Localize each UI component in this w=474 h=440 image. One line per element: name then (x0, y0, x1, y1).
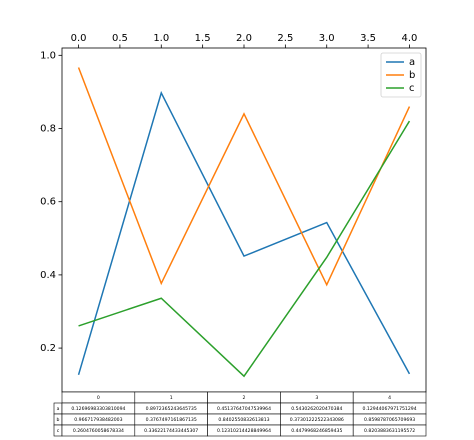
table-cell: 0.966717938482003 (74, 417, 122, 423)
y-tick-label: 0.2 (40, 343, 56, 354)
table-cell: 0.12944067971751294 (363, 406, 417, 412)
line-series (77, 67, 411, 287)
table-cell: 0.37301222522343086 (290, 417, 344, 423)
table-header: 1 (170, 395, 173, 401)
plot-frame (61, 47, 427, 393)
table-cell: 0.12696983303810094 (71, 406, 125, 412)
x-tick-label: 3.5 (360, 33, 376, 44)
table-header: 4 (388, 395, 391, 401)
table-cell: 0.8402550832613813 (218, 417, 269, 423)
table-cell: 0.12310214428849964 (217, 428, 271, 434)
table-header: 0 (97, 395, 100, 401)
line-series (78, 120, 411, 378)
table-cell: 0.45137647047539964 (217, 406, 271, 412)
y-tick-label: 1.0 (40, 50, 56, 61)
table-header: 2 (243, 395, 246, 401)
table-cell: 0.8203883631195572 (364, 428, 415, 434)
table-cell: 0.5430262020470384 (291, 406, 342, 412)
table-cell: 0.8972365243645735 (146, 406, 197, 412)
table-cell: 0.8598787065709693 (364, 417, 415, 423)
table-cell: 0.33622174433445307 (144, 428, 198, 434)
table-header: 3 (315, 395, 318, 401)
x-tick-label: 0.5 (112, 33, 128, 44)
y-tick-label: 0.8 (40, 124, 56, 135)
legend-label: b (409, 70, 415, 81)
table-row-label: c (57, 429, 60, 434)
table-cell: 0.3767497161867135 (146, 417, 197, 423)
table-row-label: b (57, 417, 60, 423)
table-cell: 0.2604760058678334 (73, 428, 124, 434)
legend-label: a (409, 57, 415, 68)
x-tick-label: 2.0 (236, 33, 252, 44)
x-tick-label: 0.0 (71, 33, 87, 44)
line-series (77, 90, 411, 376)
table-cell-box (352, 424, 427, 437)
x-tick-label: 4.0 (402, 33, 418, 44)
y-tick-label: 0.6 (40, 197, 56, 208)
legend-label: c (409, 83, 415, 94)
table-row-label: a (57, 407, 60, 412)
x-tick-label: 1.0 (153, 33, 169, 44)
x-tick-label: 1.5 (195, 33, 211, 44)
x-tick-label: 3.0 (319, 33, 335, 44)
x-tick-label: 2.5 (277, 33, 293, 44)
y-tick-label: 0.4 (40, 270, 56, 281)
table-cell: 0.4479968246859435 (291, 428, 342, 434)
